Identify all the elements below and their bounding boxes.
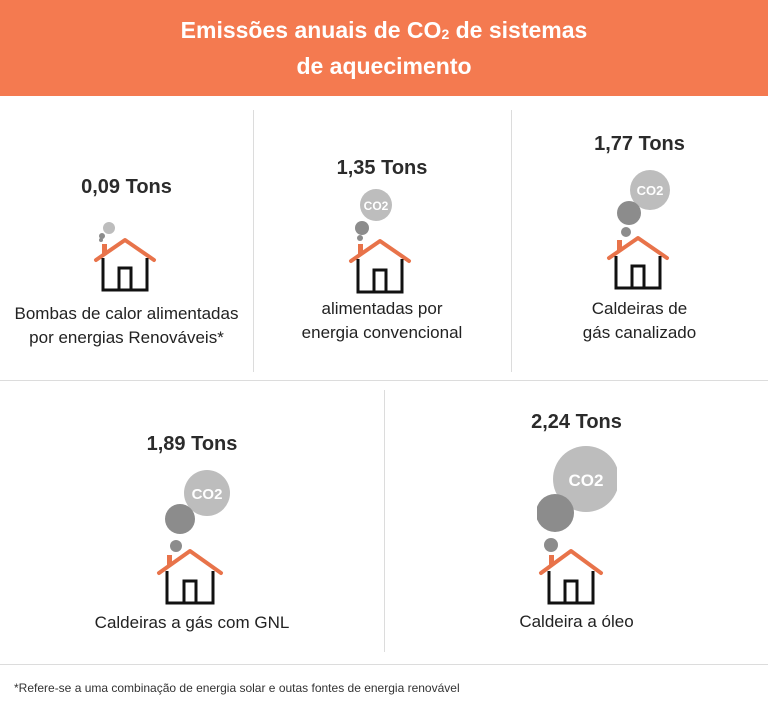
house-smoke-icon: CO2 [536,441,617,607]
house-smoke-icon: CO2 [152,469,232,609]
divider [511,110,512,372]
emission-label: Bombas de calor alimentadas por energias… [14,304,239,347]
emission-label: Caldeira a óleo [519,612,634,631]
emission-card-piped-gas-boiler: 1,77 Tons CO2 Caldeiras de gás canalizad… [511,96,768,380]
emission-card-conventional-energy: 1,35 Tons CO2 alimentadas por energia co… [253,96,511,380]
co2-bubble-label: CO2 [568,471,603,490]
emission-value: 1,77 Tons [594,133,685,155]
emission-label: Caldeiras a gás com GNL [94,613,290,632]
co2-bubble-label: CO2 [636,183,663,198]
emission-value: 1,35 Tons [336,157,428,179]
emission-value: 1,89 Tons [146,433,238,455]
header-banner: Emissões anuais de CO2 de sistemas de aq… [0,0,768,96]
emission-value: 0,09 Tons [81,176,172,198]
emission-label: Caldeiras de gás canalizado [582,299,697,342]
house-smoke-icon: CO2 [605,170,675,296]
house-smoke-icon [92,214,162,298]
divider [384,390,385,652]
page-title-line-2: de aquecimento [296,52,472,79]
co2-bubble-label: CO2 [192,486,223,503]
emission-card-heat-pump-renewable: 0,09 Tons Bombas de calor alimentadas po… [0,96,253,380]
divider [253,110,254,372]
co2-bubble-label: CO2 [364,199,389,213]
emission-label: alimentadas por energia convencional [301,299,463,342]
emission-card-lng-gas-boiler: 1,89 Tons CO2 Caldeiras a gás com GNL [0,381,384,664]
divider [0,664,768,665]
divider [0,380,768,381]
footnote: *Refere-se a uma combinação de energia s… [14,681,460,695]
house-smoke-icon: CO2 [347,188,417,300]
emission-value: 2,24 Tons [531,411,622,433]
emission-card-oil-boiler: 2,24 Tons CO2 Caldeira a óleo [385,381,768,664]
page-title-line-1: Emissões anuais de CO2 de sistemas [180,16,588,43]
